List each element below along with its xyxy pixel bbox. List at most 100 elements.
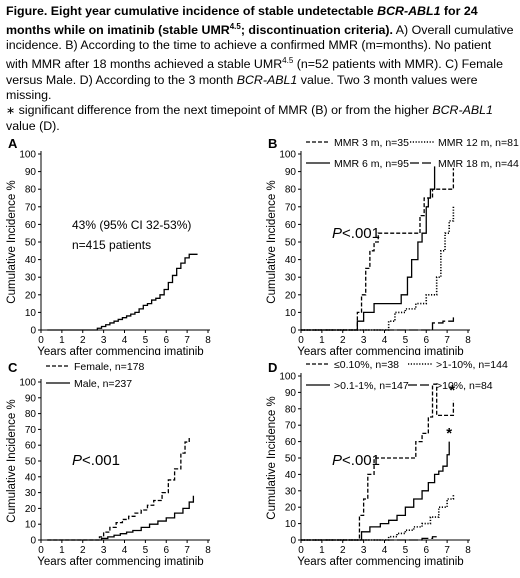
caption-text-c: value. Two 3 month values were missing. <box>6 72 478 102</box>
y-tick-label: 40 <box>285 470 297 481</box>
caption-note-post: value (D). <box>6 118 60 133</box>
y-tick-label: 70 <box>285 202 297 213</box>
x-tick-label: 5 <box>143 545 149 556</box>
caption-title-pre: Eight year cumulative incidence of stabl… <box>47 4 378 18</box>
series-line-overall <box>47 253 198 331</box>
y-tick-label: 60 <box>25 441 37 452</box>
x-tick-label: 8 <box>205 545 211 556</box>
annotation-label: 43% (95% CI 32-53%) <box>72 218 191 232</box>
y-tick-label: 20 <box>25 504 37 515</box>
y-tick-label: 30 <box>285 486 297 497</box>
y-tick-label: 50 <box>285 238 297 249</box>
y-tick-label: 80 <box>25 409 37 420</box>
series-line--1-10-n-144 <box>301 494 455 541</box>
x-tick-label: 1 <box>59 545 65 556</box>
y-tick-label: 20 <box>285 290 297 301</box>
x-tick-label: 7 <box>184 545 190 556</box>
caption-note-gene: BCR-ABL1 <box>432 102 493 117</box>
y-tick-label: 60 <box>285 220 297 231</box>
y-tick-label: 40 <box>285 255 297 266</box>
x-tick-label: 2 <box>340 335 346 346</box>
caption-text-b: (n=52 patients with MMR). C) Female vers… <box>6 57 503 87</box>
legend-label: MMR 12 m, n=81 <box>438 137 519 149</box>
x-axis-label: Years after commencing imatinib <box>297 346 463 355</box>
x-tick-label: 0 <box>298 335 304 346</box>
y-tick-label: 30 <box>25 488 37 499</box>
x-tick-label: 3 <box>101 545 107 556</box>
x-tick-label: 1 <box>319 335 325 346</box>
x-axis-label: Years after commencing imatinib <box>37 556 203 568</box>
legend-label: MMR 18 m, n=44 <box>438 158 519 170</box>
legend-label: ≤0.10%, n=38 <box>334 359 399 371</box>
series-line--0-10-n-38 <box>301 383 455 541</box>
y-tick-label: 80 <box>25 185 37 196</box>
y-tick-label: 30 <box>25 273 37 284</box>
series-line--10-n-84 <box>301 536 437 541</box>
p-value-label: P<.001 <box>332 452 380 469</box>
x-tick-label: 2 <box>80 335 86 346</box>
y-axis-label: Cumulative Incidence % <box>6 399 18 522</box>
annotation-label: n=415 patients <box>72 238 151 252</box>
y-tick-label: 60 <box>285 437 297 448</box>
y-tick-label: 100 <box>279 150 296 161</box>
y-tick-label: 70 <box>25 425 37 436</box>
y-tick-label: 0 <box>30 326 36 337</box>
legend-label: >1-10%, n=144 <box>436 359 508 371</box>
y-tick-label: 90 <box>285 167 297 178</box>
caption-text-b-gene: BCR-ABL1 <box>236 72 298 87</box>
y-tick-label: 20 <box>285 503 297 514</box>
x-tick-label: 7 <box>444 545 450 556</box>
caption-title-mid: for 24 months while on imatinib (stable … <box>6 4 478 38</box>
caption-text-a: A) Overall cumulative incidence. B) Acco… <box>6 23 514 72</box>
y-axis-label: Cumulative Incidence % <box>266 396 278 519</box>
x-tick-label: 7 <box>184 335 190 346</box>
caption-note-pre: significant difference from the next tim… <box>15 102 433 117</box>
caption-title: Figure. Eight year cumulative incidence … <box>6 4 478 37</box>
x-tick-label: 8 <box>465 335 471 346</box>
significance-star: * <box>446 425 452 442</box>
x-tick-label: 5 <box>403 335 409 346</box>
y-tick-label: 40 <box>25 472 37 483</box>
y-tick-label: 90 <box>25 393 37 404</box>
legend-label: MMR 6 m, n=95 <box>334 158 409 170</box>
y-tick-label: 70 <box>25 202 37 213</box>
x-tick-label: 3 <box>361 335 367 346</box>
y-tick-label: 50 <box>25 238 37 249</box>
series-line--0-1-1-n-147 <box>301 441 450 541</box>
series-line-male-n-237 <box>47 495 195 541</box>
series-line-mmr-6-m-n-95 <box>301 166 436 331</box>
panel-letter: C <box>8 360 18 375</box>
x-tick-label: 6 <box>163 545 169 556</box>
legend-label: MMR 3 m, n=35 <box>334 137 409 149</box>
caption-label: Figure. <box>6 4 48 18</box>
legend-label: Male, n=237 <box>74 378 132 390</box>
x-tick-label: 0 <box>298 545 304 556</box>
y-tick-label: 0 <box>290 326 296 337</box>
x-tick-label: 6 <box>423 335 429 346</box>
y-tick-label: 90 <box>285 388 297 399</box>
panel-letter: D <box>268 360 277 375</box>
y-tick-label: 10 <box>25 308 37 319</box>
x-tick-label: 4 <box>382 335 388 346</box>
panel-letter: B <box>268 136 277 151</box>
series-line-mmr-18-m-n-44 <box>301 315 455 331</box>
y-tick-label: 100 <box>19 150 36 161</box>
x-tick-label: 2 <box>80 545 86 556</box>
x-tick-label: 3 <box>101 335 107 346</box>
panel-letter: A <box>8 136 18 151</box>
y-tick-label: 20 <box>25 290 37 301</box>
x-tick-label: 3 <box>361 545 367 556</box>
x-tick-label: 0 <box>38 335 44 346</box>
series-line-mmr-3-m-n-35 <box>301 168 455 331</box>
caption-note-star: ∗ <box>6 104 16 117</box>
y-tick-label: 60 <box>25 220 37 231</box>
y-tick-label: 80 <box>285 404 297 415</box>
x-tick-label: 8 <box>205 335 211 346</box>
x-tick-label: 5 <box>403 545 409 556</box>
x-tick-label: 5 <box>143 335 149 346</box>
x-tick-label: 6 <box>423 545 429 556</box>
y-tick-label: 70 <box>285 421 297 432</box>
x-tick-label: 2 <box>340 545 346 556</box>
